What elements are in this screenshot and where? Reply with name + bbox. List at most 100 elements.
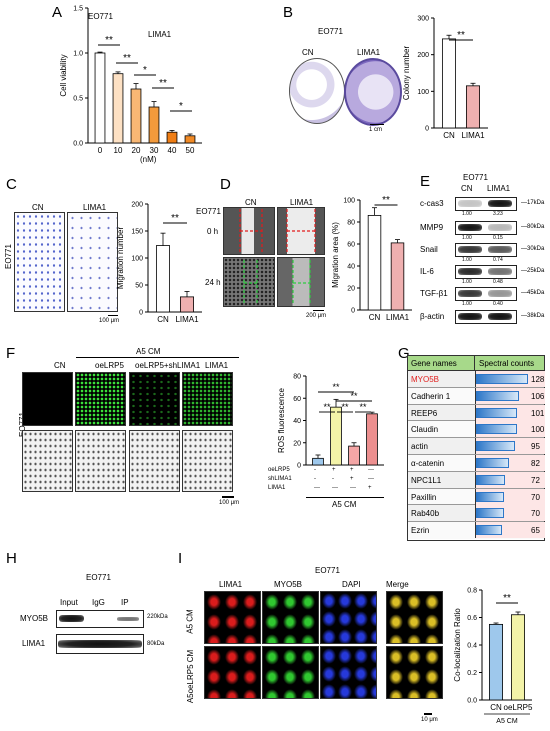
wound-lima1-24h: [277, 257, 325, 307]
fluorescence-image: [182, 372, 233, 426]
count-bar: [476, 491, 505, 502]
y-tick-label: 0: [351, 308, 355, 315]
quantification-value: 1.00: [462, 301, 472, 307]
x-tick-label: 0: [98, 146, 103, 155]
quantification-value: 3.23: [493, 211, 503, 217]
y-axis-label: Colony number: [402, 46, 411, 101]
spectral-count: 82: [531, 459, 540, 468]
quantification-value: 0.15: [493, 235, 503, 241]
panel-b-cell-line: EO771: [318, 27, 343, 36]
spectral-count: 70: [531, 492, 540, 502]
treatment-value: -: [314, 476, 316, 482]
panel-f-col-oelrp5-shlima1: oeLRP5+shLIMA1: [135, 361, 201, 370]
panel-h-col-igg: IgG: [92, 598, 105, 607]
y-axis-label: ROS fluorescence: [277, 387, 286, 452]
treatment-value: +: [332, 467, 336, 473]
gene-name: MYO5B: [411, 375, 440, 384]
treatment-label: shLIMA1: [268, 476, 292, 482]
table-row: Ezrin 65: [408, 522, 545, 539]
significance-label: **: [323, 402, 331, 412]
y-tick-label: 80: [347, 220, 355, 227]
table-header-cell: Spectral counts: [475, 356, 544, 371]
y-axis-label: Co-localization Ratio: [453, 608, 462, 682]
gene-name: Cadherin 1: [411, 391, 451, 401]
x-tick-label: LIMA1: [461, 131, 485, 140]
y-tick-label: 100: [343, 198, 355, 205]
brightfield-image: [182, 430, 233, 492]
gene-name: NPC1L1: [411, 475, 442, 485]
count-bar: [476, 525, 503, 536]
confocal-image: [320, 646, 377, 699]
y-axis-label: Migration area (%): [331, 222, 340, 288]
significance-label: **: [350, 391, 358, 401]
y-tick-label: 0.2: [467, 670, 477, 677]
y-tick-label: 20: [347, 286, 355, 293]
treatment-value: +: [350, 467, 354, 473]
panel-letter-g: G: [398, 345, 410, 362]
table-row: Claudin 100: [408, 421, 545, 439]
panel-letter-c: C: [6, 176, 17, 193]
panel-h-kda-lima1: 80kDa: [147, 641, 165, 647]
significance-label: *: [143, 65, 147, 76]
panel-f-col-oelrp5: oeLRP5: [95, 361, 124, 370]
panel-h-col-input: Input: [60, 598, 78, 607]
treatment-value: ---: [368, 467, 374, 473]
gene-name: α-catenin: [411, 459, 445, 468]
spectral-count: 72: [531, 475, 540, 485]
x-tick-label: oeLRP5: [504, 703, 533, 712]
y-tick-label: 0: [139, 310, 143, 317]
panel-b-scale: 1 cm: [369, 127, 383, 133]
panel-i-col-merge: Merge: [386, 580, 409, 589]
count-bar: [476, 458, 510, 468]
band: [458, 246, 482, 253]
band: [488, 200, 512, 207]
count-bar: [476, 508, 505, 519]
spectral-count: 70: [531, 509, 540, 519]
band: [488, 290, 512, 297]
y-tick-label: 50: [135, 283, 143, 290]
panel-h-kda-myo5b: 220kDa: [147, 614, 168, 620]
y-tick-label: 0.0: [467, 698, 477, 705]
kda-label: —25kDa: [521, 268, 545, 274]
spectral-count: 95: [531, 442, 540, 452]
y-tick-label: 1.0: [73, 51, 83, 58]
table-row: actin 95: [408, 438, 545, 455]
table-row: α-catenin 82: [408, 455, 545, 472]
panel-letter-d: D: [220, 176, 231, 193]
panel-d-24h: 24 h: [205, 278, 221, 287]
significance-label: **: [159, 78, 167, 89]
panel-i-cell-line: EO771: [315, 566, 340, 575]
kda-label: —30kDa: [521, 246, 545, 252]
band: [488, 246, 512, 253]
band: [117, 617, 139, 621]
gene-name: REEP6: [411, 408, 438, 418]
quantification-value: 0.74: [493, 257, 503, 263]
panel-letter-a: A: [52, 4, 63, 21]
treatment-value: -: [314, 467, 316, 473]
y-tick-label: 200: [131, 202, 143, 209]
blot-myo5b: [56, 610, 144, 628]
spectral-count: 128: [531, 375, 545, 384]
x-tick-label: CN: [490, 703, 502, 712]
band: [488, 268, 512, 275]
treatment-label: oeLRP5: [268, 467, 290, 473]
panel-c-cn: CN: [32, 203, 44, 212]
panel-h-row-lima1: LIMA1: [22, 639, 46, 648]
bar: [510, 614, 525, 701]
y-tick-label: 60: [347, 242, 355, 249]
panel-h-cell-line: EO771: [86, 573, 111, 582]
wound-lima1-0h: [277, 207, 325, 255]
y-axis-label: Cell viability: [59, 54, 68, 96]
x-tick-label: CN: [369, 313, 381, 322]
significance-label: **: [105, 35, 113, 46]
x-tick-label: 20: [132, 146, 141, 155]
significance-label: **: [359, 402, 367, 412]
blot-row-label: TGF-β1: [420, 289, 448, 298]
count-bar: [476, 374, 528, 384]
spectral-count: 100: [531, 425, 545, 435]
gene-name: actin: [411, 442, 428, 452]
